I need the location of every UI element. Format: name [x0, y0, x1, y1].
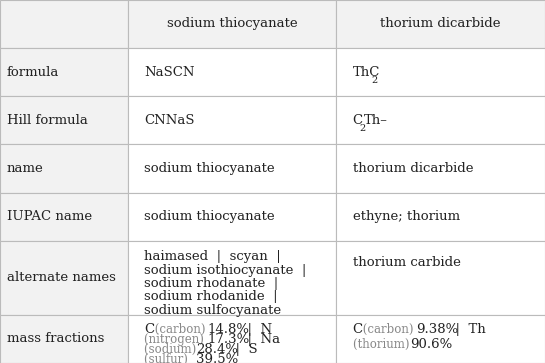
Text: 90.6%: 90.6% [410, 338, 452, 351]
Text: sodium rhodanide  |: sodium rhodanide | [144, 290, 278, 303]
Text: sodium sulfocyanate: sodium sulfocyanate [144, 304, 282, 317]
Text: sodium rhodanate  |: sodium rhodanate | [144, 277, 278, 290]
Bar [336, 315, 545, 363]
Bar [0, 48, 128, 96]
Bar [0, 241, 128, 315]
Bar [336, 0, 545, 48]
Bar [128, 241, 336, 315]
Bar [128, 96, 336, 144]
Text: thorium dicarbide: thorium dicarbide [380, 17, 501, 30]
Text: thorium dicarbide: thorium dicarbide [353, 162, 473, 175]
Text: (sodium): (sodium) [144, 343, 201, 356]
Bar [128, 48, 336, 96]
Text: alternate names: alternate names [7, 272, 116, 284]
Text: (carbon): (carbon) [359, 323, 417, 336]
Text: |  Na: | Na [239, 333, 280, 346]
Text: haimased  |  scyan  |: haimased | scyan | [144, 250, 281, 263]
Text: sodium thiocyanate: sodium thiocyanate [144, 211, 275, 223]
Text: mass fractions: mass fractions [7, 333, 104, 345]
Text: formula: formula [7, 66, 59, 78]
Bar [336, 96, 545, 144]
Text: |  Th: | Th [447, 323, 486, 336]
Text: sodium thiocyanate: sodium thiocyanate [167, 17, 298, 30]
Text: thorium carbide: thorium carbide [353, 256, 461, 269]
Text: ThC: ThC [353, 66, 380, 78]
Text: sodium isothiocyanate  |: sodium isothiocyanate | [144, 264, 307, 277]
Bar [336, 48, 545, 96]
Text: C: C [144, 323, 155, 336]
Text: 17.3%: 17.3% [207, 333, 250, 346]
Text: NaSCN: NaSCN [144, 66, 195, 78]
Text: (thorium): (thorium) [353, 338, 413, 351]
Bar [128, 0, 336, 48]
Bar [128, 315, 336, 363]
Bar [128, 193, 336, 241]
Text: IUPAC name: IUPAC name [7, 211, 92, 223]
Text: (nitrogen): (nitrogen) [144, 333, 208, 346]
Text: name: name [7, 162, 43, 175]
Bar [0, 193, 128, 241]
Text: (sulfur): (sulfur) [144, 353, 192, 363]
Text: 28.4%: 28.4% [196, 343, 238, 356]
Bar [0, 315, 128, 363]
Bar [128, 144, 336, 193]
Text: 14.8%: 14.8% [208, 323, 250, 336]
Text: |  S: | S [227, 343, 258, 356]
Text: 39.5%: 39.5% [196, 353, 238, 363]
Bar [0, 96, 128, 144]
Text: |  N: | N [239, 323, 272, 336]
Bar [0, 144, 128, 193]
Bar [336, 193, 545, 241]
Text: 2: 2 [372, 76, 378, 85]
Text: C: C [353, 323, 363, 336]
Bar [0, 0, 128, 48]
Text: Hill formula: Hill formula [7, 114, 87, 127]
Bar [336, 144, 545, 193]
Text: C: C [353, 114, 363, 127]
Text: (carbon): (carbon) [151, 323, 209, 336]
Bar [336, 241, 545, 315]
Text: sodium thiocyanate: sodium thiocyanate [144, 162, 275, 175]
Text: ethyne; thorium: ethyne; thorium [353, 211, 460, 223]
Text: CNNaS: CNNaS [144, 114, 195, 127]
Text: 9.38%: 9.38% [416, 323, 458, 336]
Text: 2: 2 [359, 124, 365, 133]
Text: Th–: Th– [364, 114, 388, 127]
